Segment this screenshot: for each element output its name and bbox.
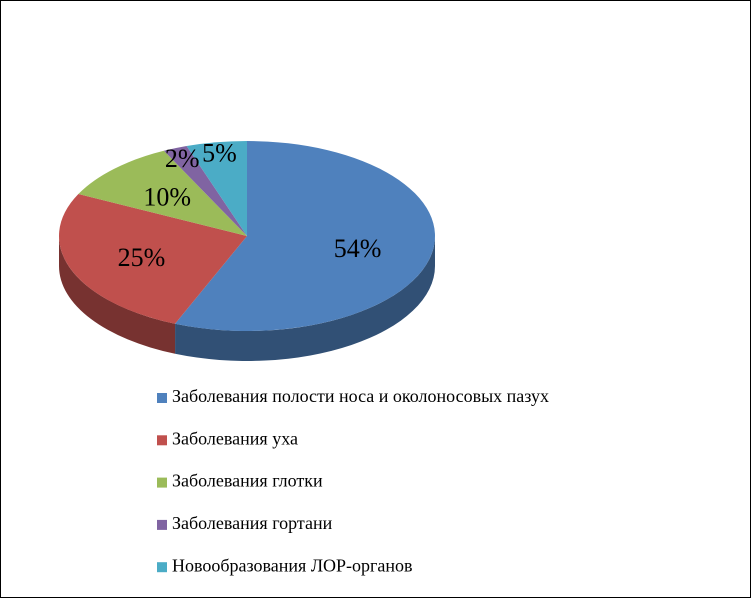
slice bbox=[175, 141, 435, 331]
legend-label: Заболевания глотки bbox=[172, 471, 323, 491]
legend-label: Новообразования ЛОР-органов bbox=[172, 555, 413, 575]
slice-side bbox=[175, 236, 435, 361]
data-label: 25% bbox=[118, 243, 166, 272]
slice bbox=[186, 141, 247, 236]
slice bbox=[58, 193, 247, 324]
legend-swatch bbox=[157, 519, 167, 530]
slice-side bbox=[59, 236, 176, 354]
legend-label: Заболевания полости носа и околоносовых … bbox=[172, 386, 549, 406]
legend-swatch bbox=[157, 393, 167, 403]
data-label: 5% bbox=[202, 139, 237, 168]
legend-swatch bbox=[157, 562, 167, 573]
legend-label: Заболевания уха bbox=[172, 428, 298, 448]
legend-label: Заболевания гортани bbox=[172, 513, 333, 533]
legend-swatch bbox=[157, 435, 167, 446]
data-label: 54% bbox=[334, 234, 382, 263]
slice bbox=[78, 150, 247, 236]
slice bbox=[163, 146, 247, 236]
legend-swatch bbox=[157, 477, 167, 488]
data-label: 2% bbox=[165, 144, 200, 173]
data-label: 10% bbox=[143, 183, 191, 212]
